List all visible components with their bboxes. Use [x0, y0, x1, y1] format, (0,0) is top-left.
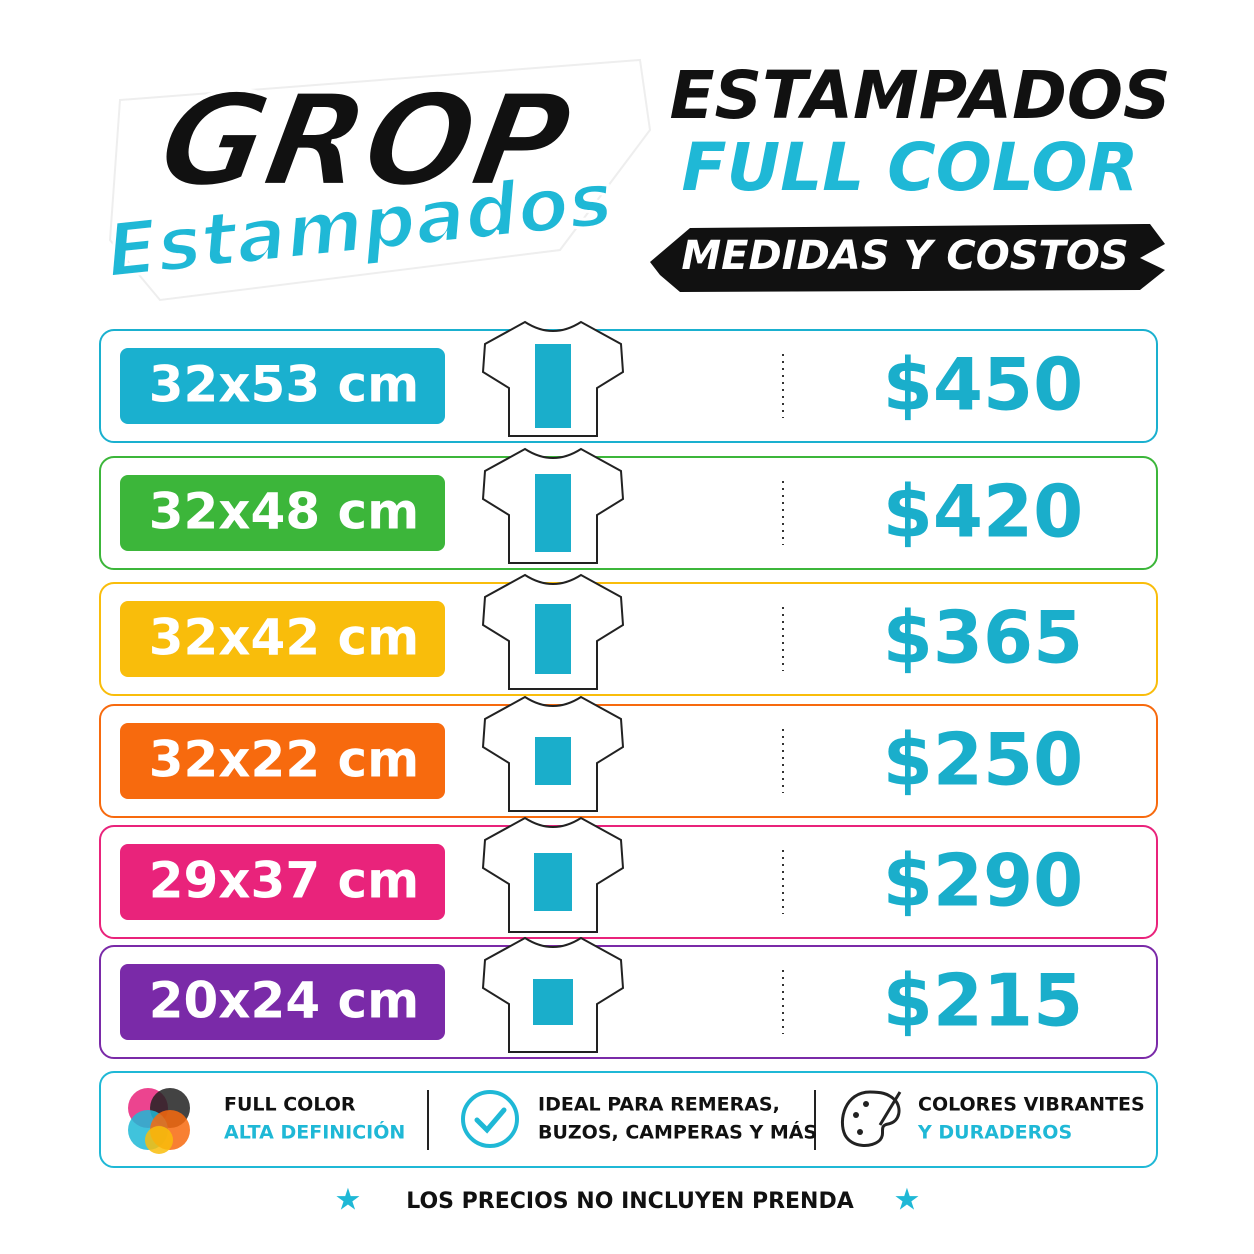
print-area — [535, 474, 571, 552]
feature-text: IDEAL PARA REMERAS, — [538, 1094, 780, 1116]
price: $215 — [883, 959, 1083, 1043]
feature-text: BUZOS, CAMPERAS Y MÁS — [538, 1121, 817, 1144]
price: $365 — [883, 596, 1083, 680]
logo-sticker — [108, 58, 652, 302]
feature-text: COLORES VIBRANTES — [918, 1094, 1145, 1116]
print-area — [535, 737, 571, 785]
feature-text: Y DURADEROS — [917, 1122, 1072, 1144]
features: FULL COLOR ALTA DEFINICIÓN IDEAL PARA REME… — [224, 1094, 1145, 1144]
rows: 32x53 cm $450 32x48 cm $420 32x42 cm $365 32x2… — [99, 320, 1158, 1059]
print-area — [533, 979, 573, 1025]
subtitle: FULL COLOR — [682, 129, 1139, 206]
size-label: 32x48 cm — [149, 483, 420, 541]
price: $450 — [883, 343, 1083, 427]
size-label: 32x53 cm — [149, 356, 420, 414]
size-label: 32x42 cm — [149, 609, 420, 667]
logo-name: GROP — [149, 67, 581, 216]
banner-text: MEDIDAS Y COSTOS — [681, 233, 1128, 279]
footer-note: LOS PRECIOS NO INCLUYEN PRENDA — [406, 1189, 854, 1214]
price: $420 — [883, 470, 1083, 554]
title: ESTAMPADOS — [669, 57, 1170, 134]
icon-color — [128, 1088, 190, 1154]
size-pill — [120, 601, 445, 677]
size-pill — [120, 348, 445, 424]
print-area — [535, 344, 571, 428]
feature-text: FULL COLOR — [224, 1094, 356, 1116]
print-area — [535, 604, 571, 674]
price: $290 — [883, 839, 1083, 923]
feature-text: ALTA DEFINICIÓN — [224, 1120, 405, 1144]
logo: GROP Estampados — [101, 58, 652, 302]
size-label: 29x37 cm — [149, 852, 420, 910]
features-box — [99, 1071, 1158, 1168]
brush-banner — [650, 224, 1165, 292]
star: ★ — [894, 1183, 921, 1218]
size-label: 20x24 cm — [149, 972, 420, 1030]
icon-palette — [840, 1090, 902, 1147]
size-pill — [120, 475, 445, 551]
star: ★ — [335, 1183, 362, 1218]
icon-check — [461, 1090, 519, 1148]
size-label: 32x22 cm — [149, 731, 420, 789]
size-pill — [120, 723, 445, 799]
print-area — [534, 853, 572, 911]
price: $250 — [883, 718, 1083, 802]
size-pill — [120, 964, 445, 1040]
size-pill — [120, 844, 445, 920]
